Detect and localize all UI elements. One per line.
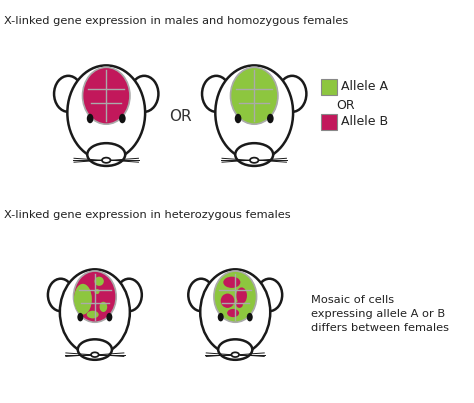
Bar — [320, 79, 337, 95]
Ellipse shape — [116, 279, 142, 311]
Text: OR: OR — [169, 109, 191, 124]
Ellipse shape — [94, 289, 100, 294]
Ellipse shape — [237, 287, 247, 304]
Text: Allele B: Allele B — [341, 115, 389, 128]
Ellipse shape — [54, 76, 82, 112]
Ellipse shape — [119, 114, 126, 123]
Ellipse shape — [227, 309, 239, 317]
Ellipse shape — [74, 284, 92, 315]
Ellipse shape — [218, 339, 252, 360]
Ellipse shape — [94, 277, 104, 286]
Ellipse shape — [87, 311, 99, 318]
Text: Allele A: Allele A — [341, 80, 389, 93]
Ellipse shape — [78, 339, 112, 360]
Ellipse shape — [67, 65, 145, 160]
Ellipse shape — [200, 269, 270, 355]
Text: X-linked gene expression in heterozygous females: X-linked gene expression in heterozygous… — [4, 210, 291, 220]
Ellipse shape — [102, 158, 110, 163]
Ellipse shape — [106, 313, 112, 322]
Ellipse shape — [256, 279, 282, 311]
Ellipse shape — [202, 76, 230, 112]
Ellipse shape — [230, 67, 278, 124]
Ellipse shape — [267, 114, 273, 123]
Ellipse shape — [77, 313, 83, 322]
Ellipse shape — [223, 277, 240, 288]
Text: Mosaic of cells
expressing allele A or B
differs between females: Mosaic of cells expressing allele A or B… — [311, 295, 449, 333]
Ellipse shape — [221, 293, 234, 308]
Text: X-linked gene expression in males and homozygous females: X-linked gene expression in males and ho… — [4, 16, 348, 26]
Ellipse shape — [87, 114, 93, 123]
Text: OR: OR — [337, 99, 355, 112]
Ellipse shape — [48, 279, 73, 311]
Ellipse shape — [82, 67, 130, 124]
Ellipse shape — [100, 302, 107, 312]
Ellipse shape — [214, 271, 256, 322]
Ellipse shape — [91, 352, 99, 357]
Ellipse shape — [235, 143, 273, 166]
Ellipse shape — [218, 313, 224, 322]
Ellipse shape — [278, 76, 306, 112]
Ellipse shape — [235, 114, 241, 123]
Bar — [320, 114, 337, 130]
Ellipse shape — [87, 143, 125, 166]
Ellipse shape — [215, 65, 293, 160]
Ellipse shape — [73, 271, 116, 322]
Ellipse shape — [60, 269, 130, 355]
Ellipse shape — [130, 76, 158, 112]
Ellipse shape — [250, 158, 258, 163]
Ellipse shape — [231, 352, 239, 357]
Ellipse shape — [247, 313, 253, 322]
Ellipse shape — [188, 279, 214, 311]
Ellipse shape — [236, 301, 243, 308]
